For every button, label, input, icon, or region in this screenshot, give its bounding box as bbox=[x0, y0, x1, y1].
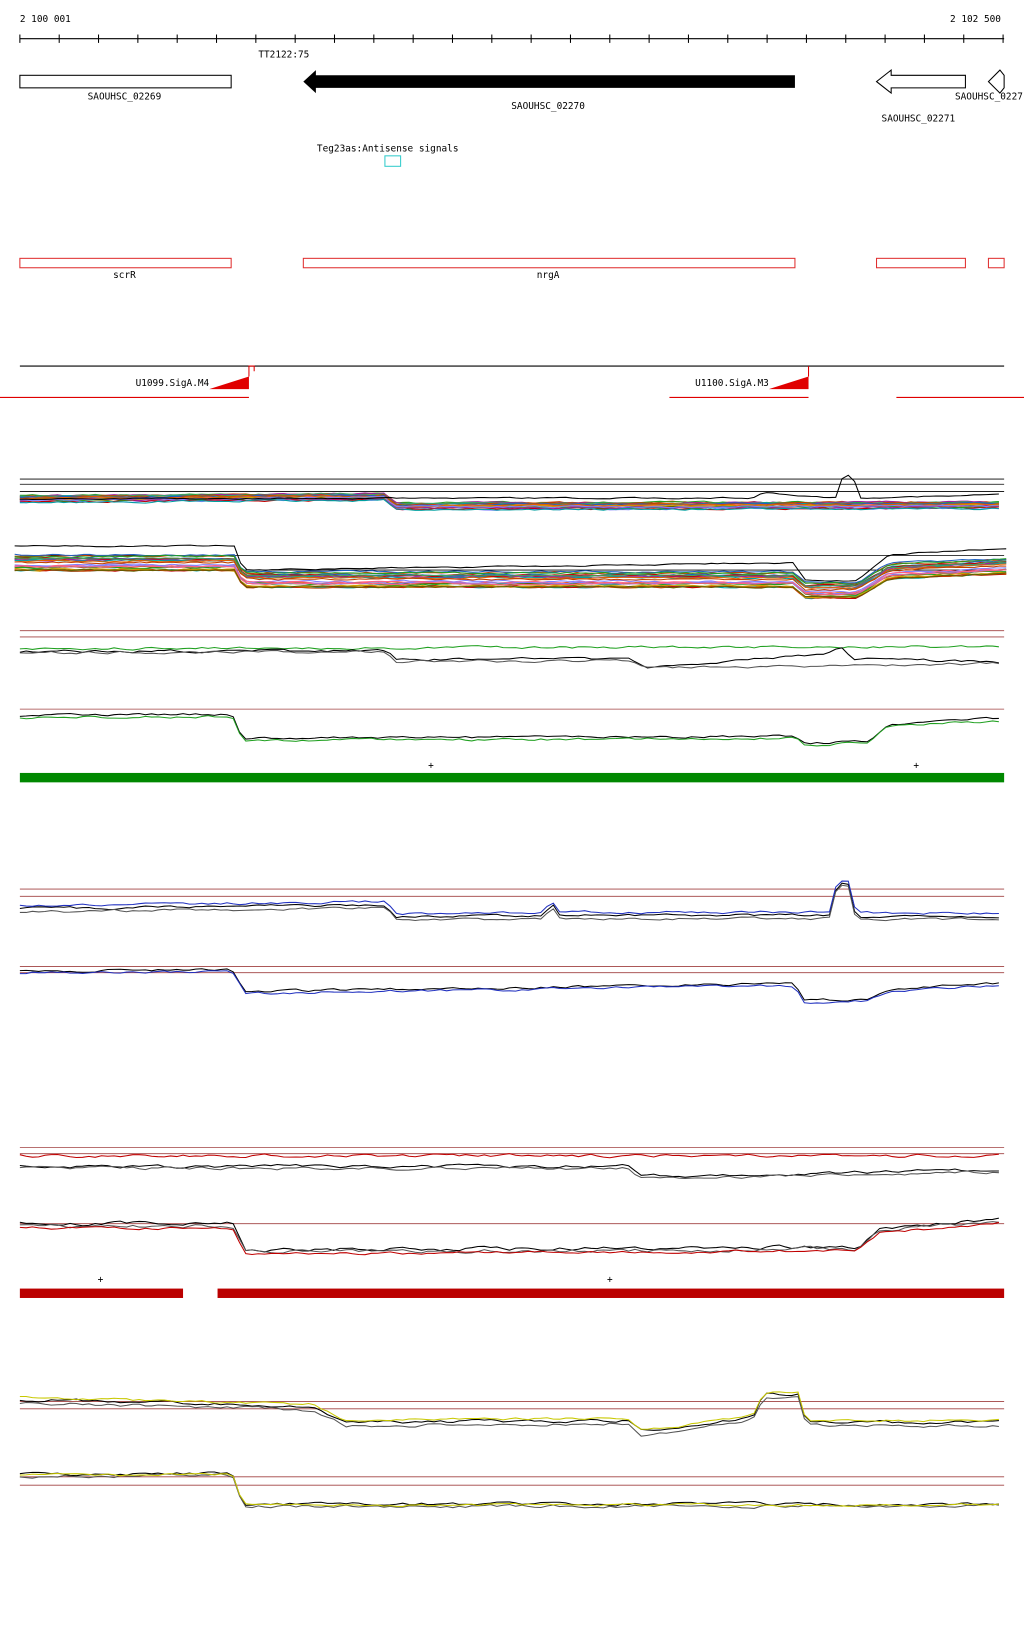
signal-line bbox=[19, 882, 999, 919]
signal-line bbox=[14, 565, 1007, 596]
annotation-label: scrR bbox=[113, 270, 136, 281]
strand-mark: + bbox=[98, 1274, 104, 1285]
signal-line bbox=[14, 544, 1007, 582]
promoter-label: U1099.SigA.M4 bbox=[136, 378, 210, 389]
gene-label: SAOUHSC_02270 bbox=[511, 101, 585, 112]
signal-line bbox=[14, 568, 1007, 599]
gene-label: SAOUHSC_02271 bbox=[882, 113, 956, 124]
signal-line bbox=[19, 970, 999, 1004]
strand-mark: + bbox=[913, 761, 919, 772]
strand-mark: + bbox=[428, 761, 434, 772]
signal-line bbox=[19, 1396, 999, 1437]
signal-line bbox=[14, 557, 1007, 587]
signal-line bbox=[19, 1165, 999, 1179]
gene-arrow[interactable] bbox=[875, 69, 966, 95]
signal-line bbox=[19, 1391, 999, 1430]
promoter-mark[interactable] bbox=[209, 376, 249, 390]
signal-line bbox=[19, 496, 999, 509]
signal-line bbox=[19, 474, 999, 500]
signal-line bbox=[19, 884, 999, 922]
ruler-start: 2 100 001 bbox=[20, 14, 71, 25]
signal-line bbox=[19, 1153, 999, 1159]
segment-bar[interactable] bbox=[19, 772, 1005, 783]
signal-line bbox=[14, 559, 1007, 590]
ruler-ticks bbox=[19, 34, 1004, 43]
gene-arrow[interactable] bbox=[987, 69, 1005, 94]
promoter-label: U1100.SigA.M3 bbox=[695, 378, 769, 389]
gene-label: SAOUHSC_02269 bbox=[88, 91, 162, 102]
segment-bar[interactable] bbox=[19, 1288, 184, 1298]
signal-line bbox=[19, 968, 999, 1002]
signal-line bbox=[14, 554, 1007, 585]
signal-line bbox=[19, 498, 999, 511]
signal-line bbox=[19, 712, 999, 745]
signal-line bbox=[19, 715, 999, 747]
signal-line bbox=[19, 1472, 999, 1507]
annotation-box[interactable] bbox=[19, 257, 232, 269]
segment-bar[interactable] bbox=[217, 1288, 1005, 1298]
gene-label: SAOUHSC_0227 bbox=[955, 91, 1023, 102]
gene-arrow[interactable] bbox=[303, 70, 795, 94]
annotation-box[interactable] bbox=[987, 257, 1005, 269]
signal-line bbox=[19, 494, 999, 506]
signal-line bbox=[19, 1217, 1000, 1253]
strand-mark: + bbox=[607, 1274, 613, 1285]
signal-tracks bbox=[14, 474, 1007, 1509]
gene-box[interactable] bbox=[19, 74, 232, 89]
terminator-label: TT2122:75 bbox=[258, 50, 309, 61]
annotation-box[interactable] bbox=[875, 257, 966, 269]
signal-line bbox=[14, 561, 1007, 591]
signal-line bbox=[19, 880, 999, 916]
promoter-mark bbox=[248, 365, 255, 377]
antisense-box[interactable] bbox=[384, 155, 402, 167]
promoter-mark[interactable] bbox=[768, 376, 809, 390]
signal-line bbox=[19, 1221, 1000, 1256]
signal-line bbox=[19, 649, 999, 669]
signal-line bbox=[14, 563, 1007, 594]
signal-line bbox=[19, 645, 999, 651]
antisense-label: Teg23as:Antisense signals bbox=[317, 144, 459, 155]
signal-line bbox=[19, 1392, 999, 1431]
annotation-label: nrgA bbox=[537, 270, 560, 281]
annotation-box[interactable] bbox=[302, 257, 796, 269]
ruler-end: 2 102 500 bbox=[950, 14, 1001, 25]
